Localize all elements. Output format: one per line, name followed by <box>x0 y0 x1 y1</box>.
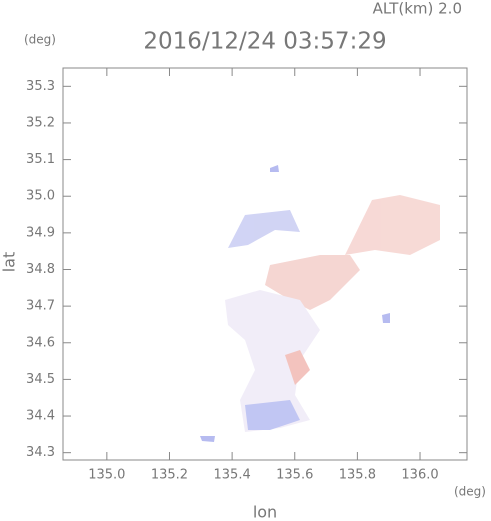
y-tick-label: 35.2 <box>26 115 55 130</box>
radar-field <box>200 165 440 442</box>
y-tick-label: 34.3 <box>26 445 55 460</box>
echo-region <box>285 350 310 385</box>
echo-region <box>245 400 300 430</box>
y-tick-label: 35.1 <box>26 152 55 167</box>
echo-region <box>225 290 320 432</box>
x-tick-label: 135.8 <box>339 468 376 483</box>
y-tick-label: 34.7 <box>26 299 55 314</box>
x-tick-label: 136.0 <box>401 468 438 483</box>
y-unit: (deg) <box>24 33 56 47</box>
echo-region <box>265 255 360 310</box>
echo-region <box>228 210 300 248</box>
y-axis-label: lat <box>0 252 19 273</box>
x-tick-label: 135.4 <box>214 468 251 483</box>
y-tick-label: 34.8 <box>26 262 55 277</box>
altitude-label: ALT(km) 2.0 <box>373 0 462 18</box>
y-tick-label: 34.5 <box>26 372 55 387</box>
y-tick-label: 34.6 <box>26 335 55 350</box>
plot-frame <box>62 67 468 461</box>
x-axis-label: lon <box>253 503 277 521</box>
x-tick-label: 135.6 <box>276 468 313 483</box>
echo-region <box>200 436 215 442</box>
chart-title: 2016/12/24 03:57:29 <box>143 29 386 55</box>
y-tick-label: 35.0 <box>26 189 55 204</box>
echo-region <box>345 195 440 255</box>
y-tick-label: 35.3 <box>26 79 55 94</box>
echo-region <box>270 165 279 172</box>
x-unit: (deg) <box>454 485 486 499</box>
x-tick-label: 135.0 <box>88 468 125 483</box>
y-tick-label: 34.4 <box>26 409 55 424</box>
y-tick-label: 34.9 <box>26 225 55 240</box>
echo-region <box>382 313 390 323</box>
x-tick-label: 135.2 <box>151 468 188 483</box>
